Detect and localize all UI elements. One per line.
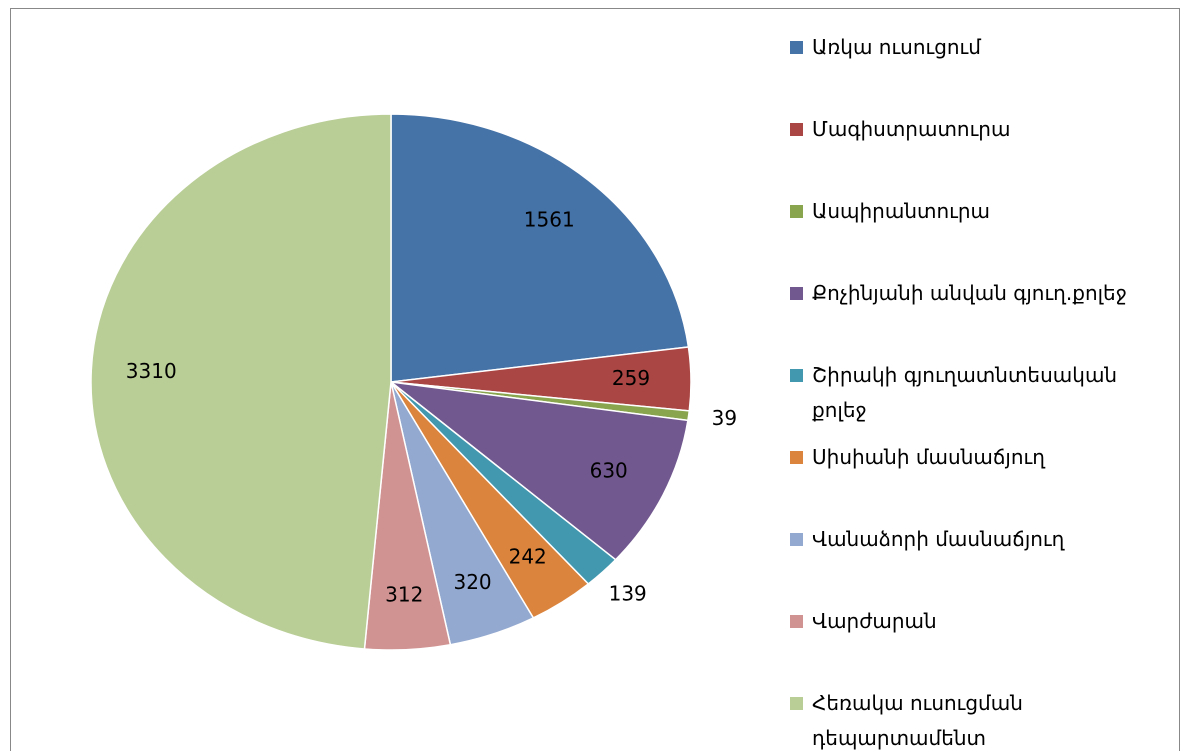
- legend-swatch: [790, 451, 803, 464]
- legend-swatch: [790, 533, 803, 546]
- data-label: 320: [453, 570, 491, 594]
- data-label: 630: [590, 459, 628, 483]
- legend-swatch: [790, 287, 803, 300]
- legend-item: Վարժարան: [790, 604, 1140, 639]
- data-label: 312: [385, 583, 423, 607]
- chart-frame: [10, 8, 1180, 751]
- legend-item: Քոչինյանի անվան գյուղ.քոլեջ: [790, 276, 1140, 311]
- legend-label: Առկա ուսուցում: [812, 35, 981, 59]
- data-label: 259: [612, 366, 650, 390]
- data-label: 1561: [524, 207, 575, 231]
- legend-swatch: [790, 205, 803, 218]
- legend-label: Սիսիանի մասնաճյուղ: [812, 445, 1045, 469]
- legend-swatch: [790, 697, 803, 710]
- legend-item: Սիսիանի մասնաճյուղ: [790, 440, 1140, 475]
- legend-swatch: [790, 41, 803, 54]
- legend-label: Շիրակի գյուղատնտեսական քոլեջ: [812, 363, 1118, 422]
- legend-item: Առկա ուսուցում: [790, 30, 1140, 65]
- legend-item: Շիրակի գյուղատնտեսական քոլեջ: [790, 358, 1140, 428]
- legend-item: Հեռակա ուսուցման դեպարտամենտ: [790, 686, 1140, 751]
- legend-item: Ասպիրանտուրա: [790, 194, 1140, 229]
- legend-label: Վարժարան: [812, 609, 937, 633]
- data-label: 3310: [126, 359, 177, 383]
- pie-area: 1561 259 39 630 139 242 320 312 3310: [90, 113, 737, 651]
- pie-slice: [390, 113, 690, 383]
- legend-swatch: [790, 369, 803, 382]
- legend-label: Հեռակա ուսուցման դեպարտամենտ: [812, 691, 1023, 750]
- legend-swatch: [790, 123, 803, 136]
- data-label: 39: [712, 406, 737, 430]
- pie-slice: [388, 380, 689, 561]
- data-label: 242: [509, 545, 547, 569]
- legend-label: Մագիստրատուրա: [812, 117, 1011, 141]
- data-label: 139: [609, 582, 647, 606]
- legend-label: Վանաձորի մասնաճյուղ: [812, 527, 1065, 551]
- legend-label: Ասպիրանտուրա: [812, 199, 990, 223]
- legend-swatch: [790, 615, 803, 628]
- pie-slice: [90, 113, 392, 650]
- legend-label: Քոչինյանի անվան գյուղ.քոլեջ: [812, 281, 1127, 305]
- legend-item: Մագիստրատուրա: [790, 112, 1140, 147]
- legend-item: Վանաձորի մասնաճյուղ: [790, 522, 1140, 557]
